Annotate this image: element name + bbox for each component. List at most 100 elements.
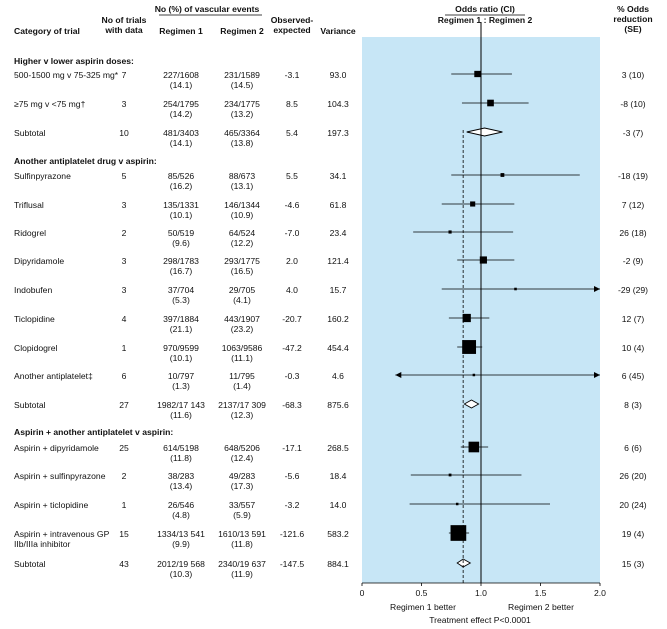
row-observed-expected: -121.6 [279,529,305,539]
row-observed-expected: 4.0 [286,285,298,295]
point-square [472,373,476,377]
row-trials: 1 [121,500,127,510]
row-odds-reduction: 26 (18) [619,228,647,238]
row-trials: 27 [119,400,129,410]
row-regimen2-percent: (11.8) [231,539,253,549]
row-regimen2-events: 64/524 [228,228,256,238]
row-trials: 4 [121,314,127,324]
row-regimen2-percent: (4.1) [233,295,251,305]
row-regimen1-events: 614/5198 [163,443,199,453]
row-odds-reduction: 7 (12) [621,200,645,210]
row-regimen2-events: 49/283 [228,471,256,481]
row-regimen1-events: 26/546 [167,500,195,510]
row-regimen2-percent: (12.4) [230,453,254,463]
row-regimen1-percent: (9.6) [172,238,190,248]
point-square [462,340,477,354]
row-regimen1-percent: (16.7) [169,266,193,276]
header-trials: with data [105,25,143,35]
row-regimen2-events: 1610/13 591 [218,529,266,539]
row-label: Dipyridamole [14,256,65,266]
row-regimen1-events: 85/526 [167,171,195,181]
point-square [468,441,480,453]
row-label: Indobufen [14,285,53,295]
row-regimen2-events: 33/557 [228,500,256,510]
row-regimen2-percent: (16.5) [230,266,254,276]
row-variance: 14.0 [329,500,347,510]
point-square [500,173,505,177]
row-regimen1-events: 970/9599 [163,343,199,353]
row-observed-expected: 5.5 [286,171,298,181]
point-square [455,502,459,506]
row-regimen2-percent: (13.1) [230,181,254,191]
row-regimen1-percent: (1.3) [172,381,190,391]
row-regimen2-percent: (11.9) [231,569,253,579]
row-label: Aspirin + ticlopidine [14,500,89,510]
row-regimen1-percent: (9.9) [172,539,190,549]
header-trials: No of trials [101,15,147,25]
row-regimen2-percent: (13.2) [230,109,254,119]
row-regimen1-events: 254/1795 [163,99,199,109]
row-variance: 268.5 [327,443,349,453]
row-regimen1-events: 1334/13 541 [157,529,205,539]
row-regimen1-events: 1982/17 143 [157,400,205,410]
row-odds-reduction: 3 (10) [621,70,645,80]
row-odds-reduction: 15 (3) [621,559,645,569]
x-axis-right-label: Regimen 2 better [508,602,574,612]
row-odds-reduction: 26 (20) [619,471,647,481]
x-axis-left-label: Regimen 1 better [390,602,456,612]
row-regimen2-events: 11/795 [229,371,255,381]
row-observed-expected: -47.2 [282,343,302,353]
row-regimen1-events: 50/519 [167,228,195,238]
row-variance: 121.4 [327,256,349,266]
x-tick-label: 0 [359,588,365,598]
section-title: Higher v lower aspirin doses: [14,56,134,66]
row-observed-expected: -7.0 [284,228,300,238]
row-regimen2-events: 1063/9586 [221,343,263,353]
row-regimen2-events: 465/3364 [224,128,260,138]
row-odds-reduction: -3 (7) [622,128,644,138]
row-trials: 2 [121,228,127,238]
row-trials: 10 [119,128,129,138]
row-trials: 3 [121,99,127,109]
row-trials: 1 [121,343,127,353]
row-variance: 93.0 [329,70,347,80]
header-variance: Variance [320,26,356,36]
row-odds-reduction: 19 (4) [621,529,645,539]
row-regimen2-events: 293/1775 [224,256,260,266]
row-odds-reduction: 8 (3) [624,400,642,410]
row-observed-expected: -20.7 [282,314,302,324]
row-regimen2-events: 648/5206 [224,443,260,453]
x-tick-label: 1.5 [534,588,547,598]
row-regimen1-percent: (10.3) [169,569,193,579]
row-variance: 583.2 [327,529,349,539]
ci-arrow-left [395,372,402,378]
point-square [462,313,471,323]
x-tick-label: 0.5 [415,588,428,598]
ci-arrow-right [594,286,600,292]
row-odds-reduction: -2 (9) [622,256,644,266]
row-regimen2-percent: (10.9) [230,210,254,220]
row-regimen1-events: 38/283 [167,471,195,481]
row-regimen1-percent: (16.2) [169,181,193,191]
row-variance: 18.4 [329,471,347,481]
point-square [474,70,481,78]
section-title: Another antiplatelet drug v aspirin: [14,156,157,166]
row-regimen2-events: 234/1775 [224,99,260,109]
row-label: Triflusal [14,200,44,210]
treatment-effect-note: Treatment effect P<0.0001 [429,615,531,625]
row-regimen2-events: 2137/17 309 [218,400,266,410]
header-regimen2: Regimen 2 [220,26,264,36]
header-category: Category of trial [14,26,80,36]
header-or-sub: Regimen 1 : Regimen 2 [437,15,533,25]
row-regimen1-percent: (14.2) [169,109,193,119]
row-regimen1-events: 298/1783 [163,256,199,266]
row-observed-expected: 2.0 [286,256,298,266]
row-label: Aspirin + sulfinpyrazone [14,471,106,481]
row-observed-expected: -3.1 [284,70,300,80]
row-label: Aspirin + dipyridamole [14,443,99,453]
header-observed-expected: Observed- [270,15,314,25]
row-trials: 25 [119,443,129,453]
row-trials: 6 [121,371,127,381]
row-label: Ridogrel [14,228,47,238]
